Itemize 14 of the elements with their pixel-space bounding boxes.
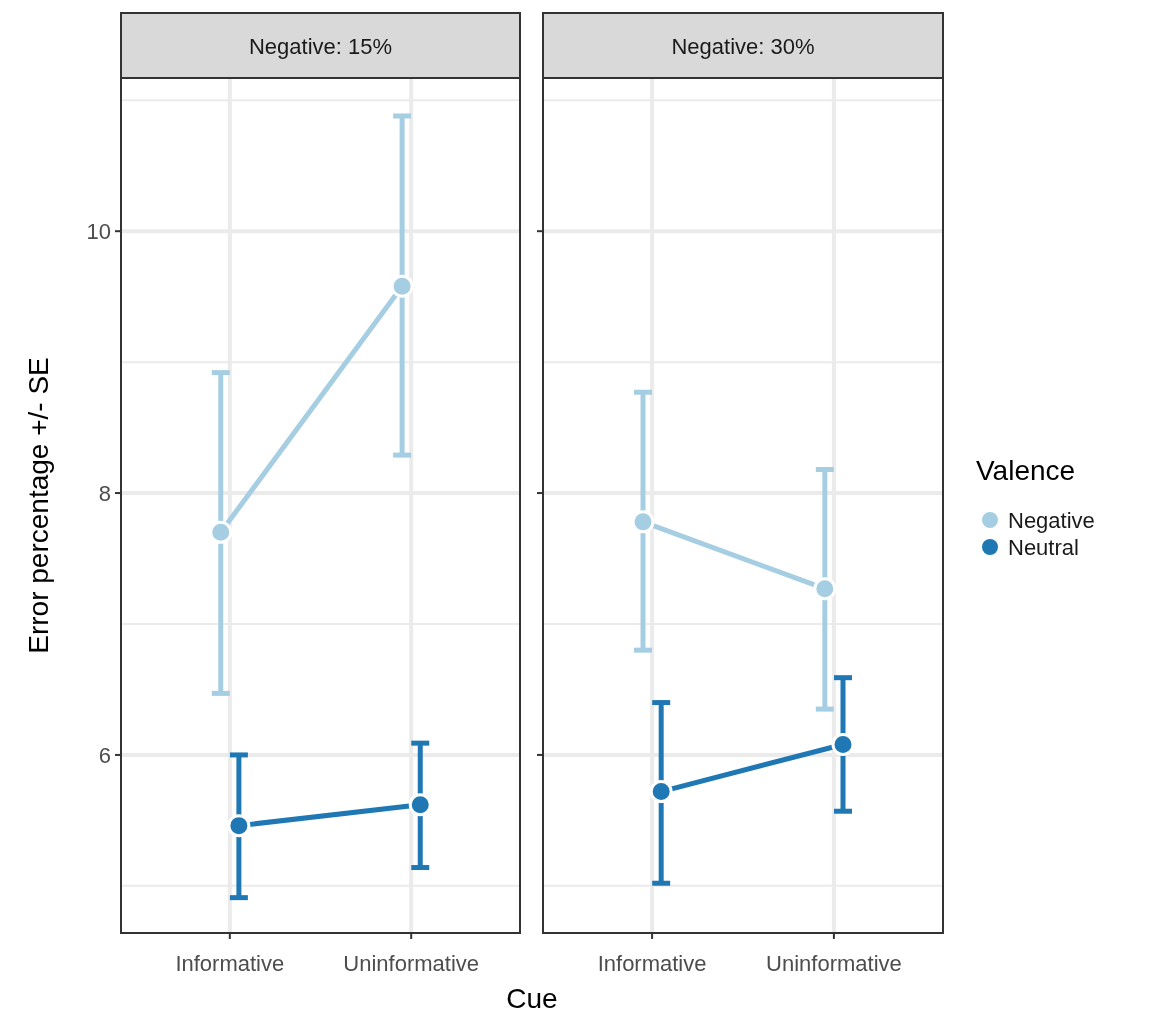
x-tick-label: Uninformative (766, 951, 902, 976)
legend-label: Negative (1008, 507, 1095, 533)
legend-label: Neutral (1008, 534, 1079, 560)
chart-title: Negative: 30% (671, 34, 815, 59)
x-tick-label: Informative (597, 951, 707, 976)
y-tick-label: 8 (98, 480, 111, 506)
x-tick-label: Informative (175, 951, 285, 976)
y-axis-title: Error percentage +/- SE (23, 357, 54, 654)
chart-title: Negative: 15% (248, 34, 393, 59)
x-axis-title: Cue (506, 983, 558, 1014)
x-tick-label: Uninformative (343, 951, 480, 976)
y-tick-label: 10 (86, 218, 111, 244)
y-tick-label: 6 (98, 742, 111, 768)
legend-title: Valence (976, 455, 1076, 486)
